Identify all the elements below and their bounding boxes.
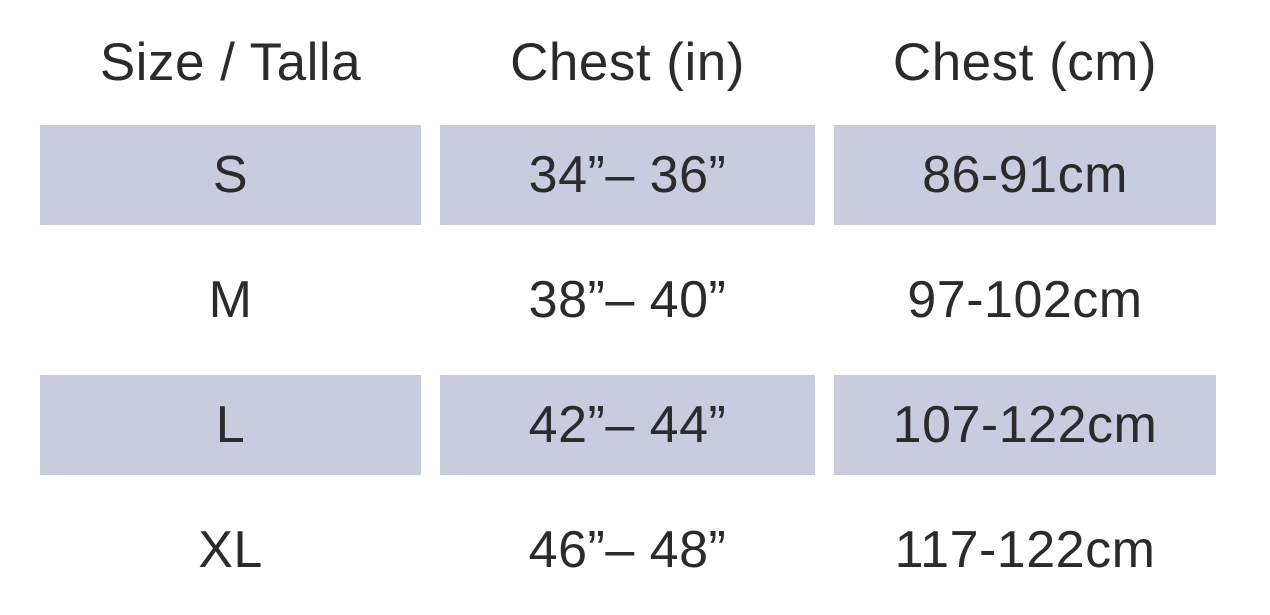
chest-cm-cell: 117-122cm: [894, 521, 1156, 579]
size-cell: L: [40, 375, 421, 475]
size-cell: M: [208, 271, 253, 329]
chest-in-cell: 42”– 44”: [440, 375, 815, 475]
column-header-size-talla: Size / Talla: [99, 33, 362, 92]
chest-cm-cell: 107-122cm: [834, 375, 1216, 475]
chest-in-cell: 46”– 48”: [528, 521, 727, 579]
size-cell: XL: [198, 521, 263, 579]
chest-in-cell: 38”– 40”: [528, 271, 727, 329]
table-row-xl: XL 46”– 48” 117-122cm: [40, 500, 1270, 600]
chest-cm-cell: 86-91cm: [834, 125, 1216, 225]
table-row-l: L 42”– 44” 107-122cm: [40, 375, 1270, 475]
table-header-row: Size / Talla Chest (in) Chest (cm): [40, 0, 1270, 125]
column-header-chest-in: Chest (in): [510, 33, 745, 92]
chest-in-cell: 34”– 36”: [440, 125, 815, 225]
column-header-chest-cm: Chest (cm): [892, 33, 1158, 92]
size-cell: S: [40, 125, 421, 225]
chest-cm-cell: 97-102cm: [907, 271, 1143, 329]
table-row-m: M 38”– 40” 97-102cm: [40, 250, 1270, 350]
table-row-s: S 34”– 36” 86-91cm: [40, 125, 1270, 225]
